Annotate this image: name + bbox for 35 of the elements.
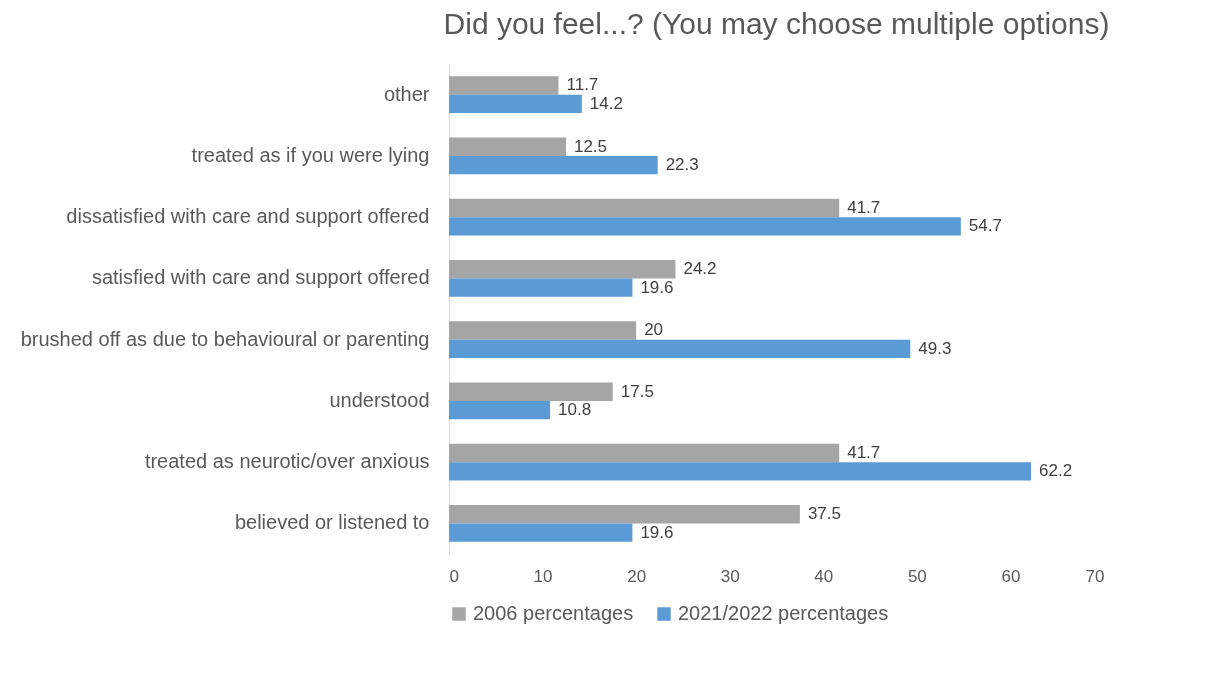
x-tick-label: 30 bbox=[720, 566, 740, 586]
data-label: 49.3 bbox=[918, 338, 952, 358]
y-tick-label: other bbox=[383, 82, 430, 105]
data-label: 62.2 bbox=[1039, 461, 1073, 481]
y-tick-label: brushed off as due to behavioural or parenting bbox=[20, 327, 430, 350]
x-tick-label: 50 bbox=[907, 566, 927, 586]
data-label: 41.7 bbox=[847, 442, 881, 462]
y-tick-label: satisfied with care and support offered bbox=[91, 266, 430, 289]
data-label: 54.7 bbox=[968, 216, 1002, 236]
data-label: 24.2 bbox=[683, 259, 717, 279]
y-tick-label: dissatisfied with care and support offered bbox=[66, 205, 430, 228]
x-tick-label: 10 bbox=[533, 566, 553, 586]
y-tick-label: treated as neurotic/over anxious bbox=[144, 450, 430, 473]
x-tick-label: 40 bbox=[814, 566, 834, 586]
chart-title: Did you feel...? (You may choose multiple options) bbox=[443, 7, 1110, 40]
legend-label: 2006 percentages bbox=[473, 602, 634, 624]
data-label: 20 bbox=[644, 320, 664, 340]
data-label: 12.5 bbox=[573, 136, 608, 156]
x-tick-label: 20 bbox=[627, 566, 647, 586]
legend-label: 2021/2022 percentages bbox=[678, 602, 889, 624]
data-label: 11.7 bbox=[566, 75, 599, 95]
data-label: 17.5 bbox=[620, 381, 654, 401]
x-tick-label: 70 bbox=[1085, 566, 1105, 586]
x-tick-label: 0 bbox=[449, 566, 459, 586]
y-tick-label: treated as if you were lying bbox=[191, 143, 430, 166]
data-label: 41.7 bbox=[847, 197, 881, 217]
y-tick-label: understood bbox=[329, 388, 430, 411]
data-label: 19.6 bbox=[640, 277, 674, 297]
data-label: 19.6 bbox=[640, 522, 674, 542]
x-tick-label: 60 bbox=[1001, 566, 1021, 586]
data-label: 14.2 bbox=[589, 93, 623, 113]
data-label: 22.3 bbox=[665, 155, 699, 175]
data-label: 10.8 bbox=[558, 400, 592, 420]
y-tick-label: believed or listened to bbox=[234, 511, 430, 534]
data-label: 37.5 bbox=[807, 504, 841, 524]
